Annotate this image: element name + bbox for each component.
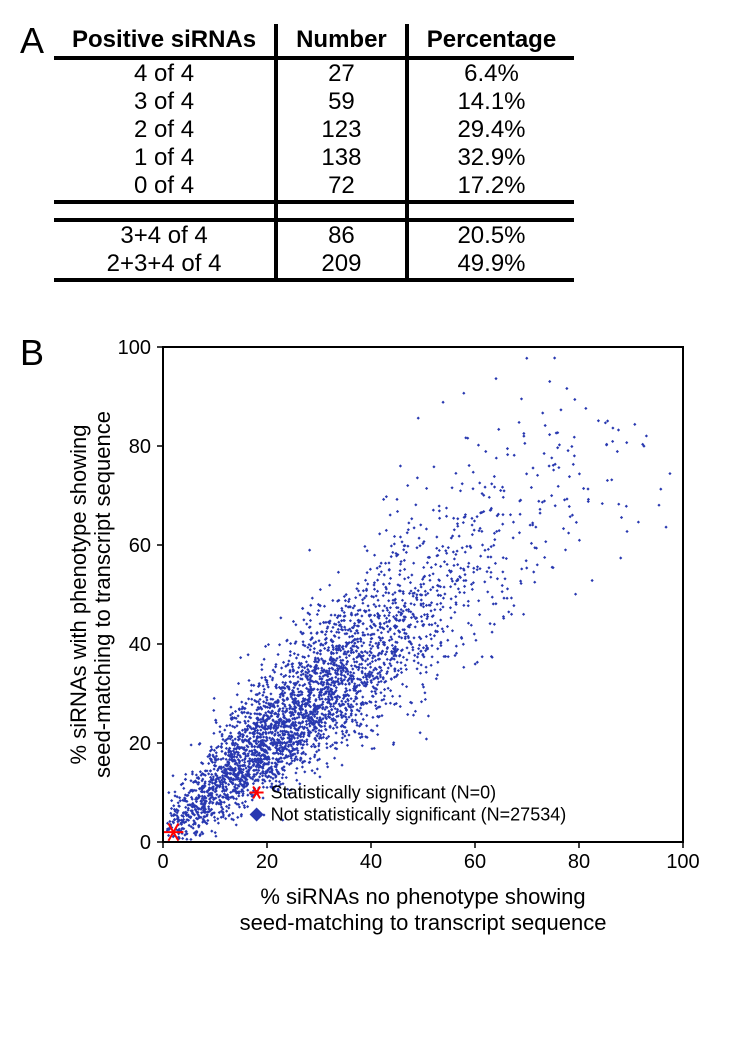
svg-text:seed-matching to transcript se: seed-matching to transcript sequence bbox=[90, 411, 115, 778]
cell: 2+3+4 of 4 bbox=[54, 250, 276, 280]
table-row: 3+4 of 4 86 20.5% bbox=[54, 220, 574, 250]
cell: 3 of 4 bbox=[54, 88, 276, 116]
cell: 29.4% bbox=[407, 116, 574, 144]
panel-a-label: A bbox=[20, 20, 44, 62]
svg-text:20: 20 bbox=[256, 851, 278, 873]
svg-text:80: 80 bbox=[129, 436, 151, 458]
panel-b-label: B bbox=[20, 332, 44, 374]
scatter-chart: 0 20 40 60 80 100 0 20 40 60 80 100 % siRNAs no phen… bbox=[48, 332, 708, 952]
table-row: 2 of 4 123 29.4% bbox=[54, 116, 574, 144]
svg-text:0: 0 bbox=[157, 851, 168, 873]
cell: 86 bbox=[276, 220, 407, 250]
table-header-row: Positive siRNAs Number Percentage bbox=[54, 24, 574, 58]
table-row: 3 of 4 59 14.1% bbox=[54, 88, 574, 116]
panel-a: A Positive siRNAs Number Percentage 4 of… bbox=[20, 20, 715, 282]
cell: 49.9% bbox=[407, 250, 574, 280]
svg-text:100: 100 bbox=[666, 851, 699, 873]
col-header: Percentage bbox=[407, 24, 574, 58]
cell: 72 bbox=[276, 172, 407, 202]
cell: 209 bbox=[276, 250, 407, 280]
svg-text:0: 0 bbox=[140, 832, 151, 854]
table-row: 0 of 4 72 17.2% bbox=[54, 172, 574, 202]
svg-text:Statistically significant (N=0: Statistically significant (N=0) bbox=[271, 783, 497, 803]
svg-text:80: 80 bbox=[568, 851, 590, 873]
cell: 17.2% bbox=[407, 172, 574, 202]
table-spacer bbox=[54, 202, 574, 220]
sirna-table: Positive siRNAs Number Percentage 4 of 4… bbox=[54, 24, 574, 282]
cell: 59 bbox=[276, 88, 407, 116]
svg-text:100: 100 bbox=[118, 337, 151, 359]
svg-text:seed-matching to transcript se: seed-matching to transcript sequence bbox=[240, 910, 607, 935]
svg-text:% siRNAs with phenotype showin: % siRNAs with phenotype showing bbox=[66, 425, 91, 765]
col-header: Positive siRNAs bbox=[54, 24, 276, 58]
svg-text:60: 60 bbox=[464, 851, 486, 873]
cell: 3+4 of 4 bbox=[54, 220, 276, 250]
cell: 27 bbox=[276, 58, 407, 88]
panel-b: B 0 20 40 60 80 100 0 20 40 60 80 100 % siRNAs no ph… bbox=[20, 332, 715, 952]
cell: 32.9% bbox=[407, 144, 574, 172]
svg-text:% siRNAs no phenotype showing: % siRNAs no phenotype showing bbox=[260, 884, 585, 909]
cell: 20.5% bbox=[407, 220, 574, 250]
cell: 138 bbox=[276, 144, 407, 172]
cell: 6.4% bbox=[407, 58, 574, 88]
table-row: 4 of 4 27 6.4% bbox=[54, 58, 574, 88]
svg-text:40: 40 bbox=[360, 851, 382, 873]
cell: 4 of 4 bbox=[54, 58, 276, 88]
cell: 2 of 4 bbox=[54, 116, 276, 144]
svg-text:20: 20 bbox=[129, 733, 151, 755]
table-row: 1 of 4 138 32.9% bbox=[54, 144, 574, 172]
svg-text:Not statistically significant: Not statistically significant (N=27534) bbox=[271, 805, 567, 825]
cell: 123 bbox=[276, 116, 407, 144]
svg-text:40: 40 bbox=[129, 634, 151, 656]
table-row: 2+3+4 of 4 209 49.9% bbox=[54, 250, 574, 280]
col-header: Number bbox=[276, 24, 407, 58]
cell: 1 of 4 bbox=[54, 144, 276, 172]
svg-text:60: 60 bbox=[129, 535, 151, 557]
cell: 14.1% bbox=[407, 88, 574, 116]
cell: 0 of 4 bbox=[54, 172, 276, 202]
